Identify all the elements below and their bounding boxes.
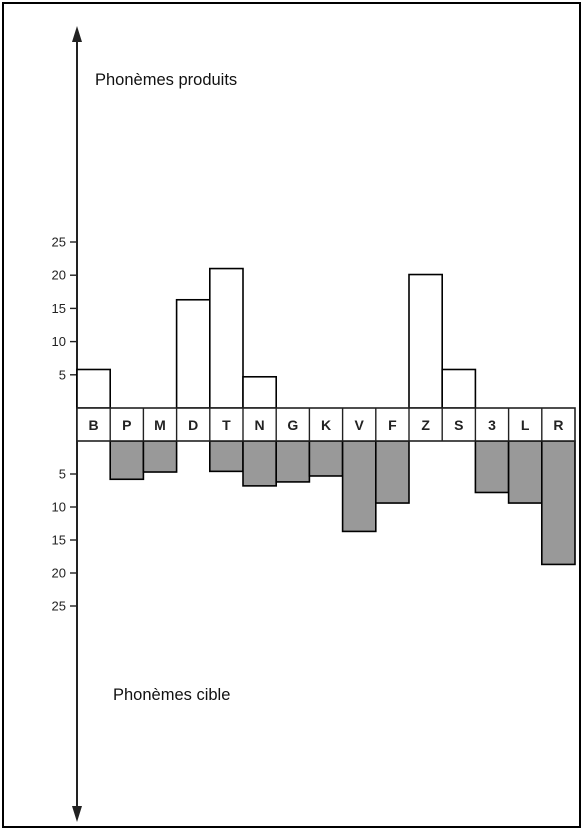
- upper-bar-z: [408, 273, 444, 409]
- y-axis-arrow-up-icon: [72, 26, 82, 42]
- y-axis-arrow-down-icon: [72, 806, 82, 822]
- category-label-n: N: [255, 417, 265, 433]
- upper-bar-s: [441, 368, 477, 409]
- category-label-g: G: [287, 417, 298, 433]
- lower-bar-n: [242, 440, 278, 487]
- lower-tick-label: 20: [52, 566, 66, 581]
- category-band: [76, 407, 576, 442]
- category-label-z: Z: [421, 417, 430, 433]
- upper-tick-label: 20: [52, 268, 66, 283]
- upper-tick-group: 5 10 15 20 25: [52, 235, 77, 382]
- lower-bar-k: [308, 440, 344, 477]
- lower-bar-p: [109, 440, 145, 481]
- lower-bar-t: [209, 440, 244, 473]
- lower-tick-label: 5: [59, 467, 66, 482]
- category-label-l: L: [521, 417, 530, 433]
- category-label-t: T: [222, 417, 231, 433]
- upper-annotation: Phonèmes produits: [95, 71, 237, 89]
- category-label-b: B: [89, 417, 99, 433]
- lower-bar-r: [540, 440, 576, 566]
- category-label-group: B P M D T N G K V F Z S 3 L R: [89, 417, 564, 433]
- upper-bar-n: [242, 375, 278, 409]
- lower-bar-v: [341, 440, 377, 533]
- upper-bar-d: [175, 298, 211, 409]
- upper-bar-series: [76, 267, 477, 409]
- lower-tick-label: 15: [52, 533, 66, 548]
- lower-bar-series: [109, 440, 576, 566]
- lower-annotation: Phonèmes cible: [113, 686, 230, 704]
- category-label-3: 3: [488, 417, 496, 433]
- lower-tick-group: 5 10 15 20 25: [52, 467, 77, 614]
- category-label-k: K: [321, 417, 331, 433]
- upper-tick-label: 5: [59, 367, 66, 382]
- lower-bar-m: [142, 440, 178, 473]
- lower-bar-3: [474, 440, 510, 494]
- upper-tick-label: 15: [52, 301, 66, 316]
- category-label-d: D: [188, 417, 198, 433]
- upper-bar-t: [209, 267, 244, 409]
- category-label-f: F: [388, 417, 397, 433]
- lower-bar-l: [507, 440, 543, 504]
- category-label-p: P: [122, 417, 131, 433]
- lower-bar-g: [275, 440, 311, 483]
- category-label-v: V: [355, 417, 365, 433]
- category-label-m: M: [154, 417, 166, 433]
- upper-tick-label: 25: [52, 235, 66, 250]
- lower-tick-label: 25: [52, 599, 66, 614]
- upper-tick-label: 10: [52, 334, 66, 349]
- upper-bar-b: [76, 368, 112, 409]
- category-label-r: R: [553, 417, 563, 433]
- lower-tick-label: 10: [52, 500, 66, 515]
- lower-bar-f: [374, 440, 410, 504]
- category-label-s: S: [454, 417, 463, 433]
- category-band-box: [76, 407, 576, 442]
